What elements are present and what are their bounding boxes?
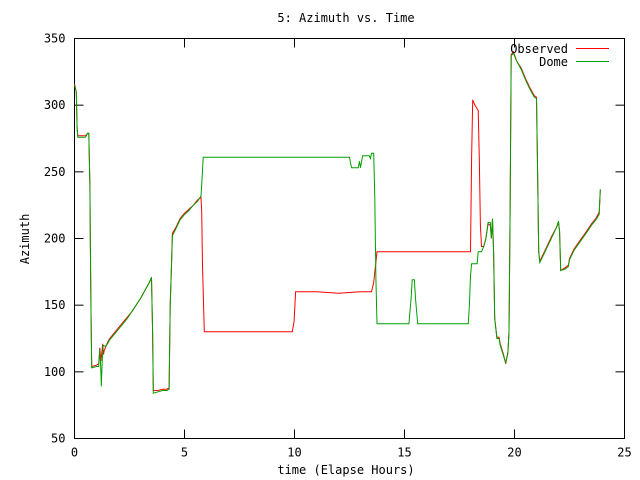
x-tick-label: 20 bbox=[507, 446, 521, 460]
y-tick-label: 50 bbox=[51, 432, 65, 446]
legend-label-dome: Dome bbox=[539, 55, 568, 69]
x-tick-label: 15 bbox=[397, 446, 411, 460]
series-line-dome bbox=[74, 52, 601, 394]
series-layer bbox=[74, 50, 601, 394]
x-axis: 0 5 10 15 20 25 bbox=[71, 38, 632, 460]
chart-title: 5: Azimuth vs. Time bbox=[277, 11, 414, 25]
y-axis: 50 100 150 200 250 300 350 bbox=[44, 32, 625, 446]
y-tick-label: 250 bbox=[44, 165, 66, 179]
y-tick-label: 300 bbox=[44, 98, 66, 112]
legend: Observed Dome bbox=[510, 42, 609, 69]
x-tick-label: 10 bbox=[287, 446, 301, 460]
x-tick-label: 5 bbox=[181, 446, 188, 460]
y-axis-label: Azimuth bbox=[18, 214, 32, 265]
y-tick-label: 350 bbox=[44, 32, 66, 46]
y-tick-label: 100 bbox=[44, 365, 66, 379]
x-tick-label: 25 bbox=[617, 446, 631, 460]
legend-label-observed: Observed bbox=[510, 42, 568, 56]
y-tick-label: 200 bbox=[44, 232, 66, 246]
series-line-observed bbox=[74, 50, 601, 391]
plot-frame bbox=[74, 38, 625, 439]
x-axis-label: time (Elapse Hours) bbox=[277, 463, 414, 477]
y-tick-label: 150 bbox=[44, 298, 66, 312]
x-tick-label: 0 bbox=[71, 446, 78, 460]
